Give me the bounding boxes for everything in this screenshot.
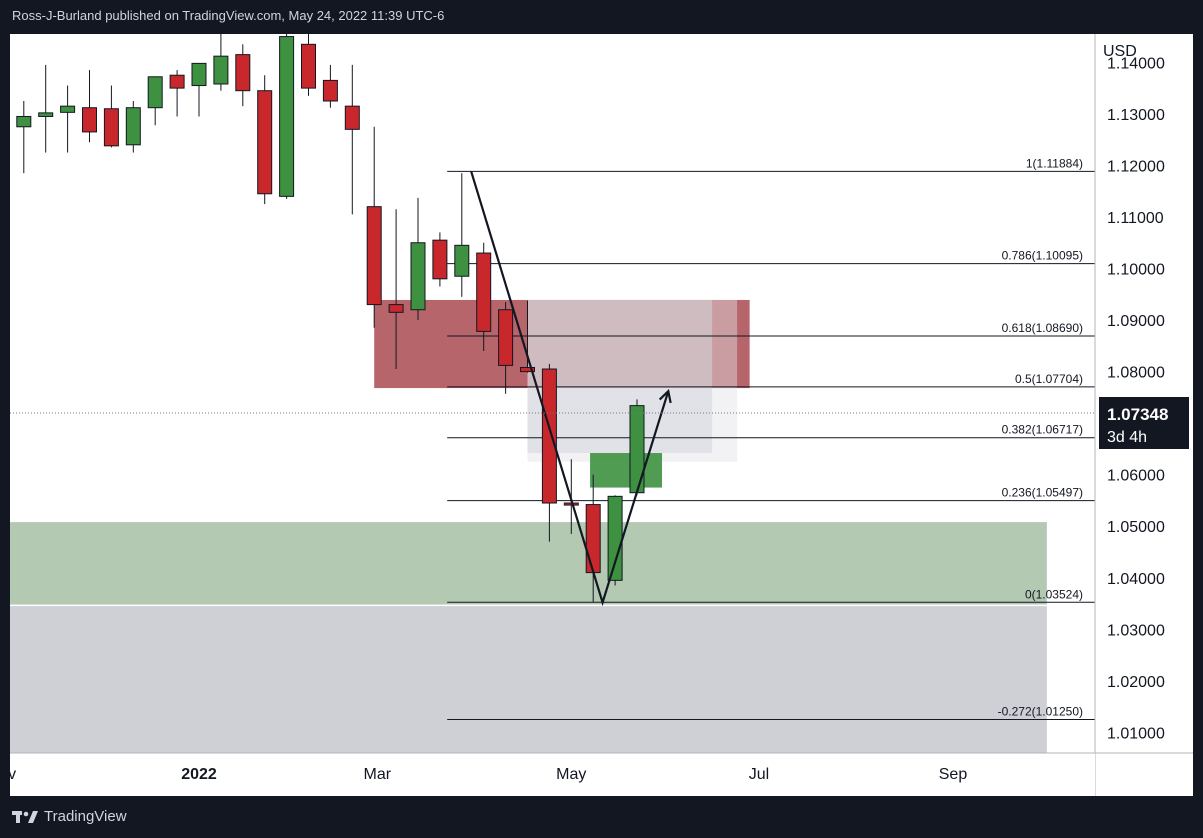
y-tick-label: 1.13000	[1107, 107, 1165, 124]
currency-label: USD	[1103, 43, 1137, 60]
last-price-countdown: 3d 4h	[1107, 429, 1147, 446]
y-tick-label: 1.05000	[1107, 519, 1165, 536]
bear-candle	[541, 368, 557, 504]
bear-candle	[585, 504, 601, 574]
bear-candle	[344, 105, 360, 130]
bear-candle	[498, 309, 514, 366]
last-price-badge	[1099, 397, 1189, 449]
v-path-line	[470, 171, 670, 607]
y-tick-label: 1.12000	[1107, 158, 1165, 175]
bear-candle	[82, 107, 97, 133]
x-tick-label: 2022	[181, 766, 217, 783]
bull-candle	[191, 62, 207, 87]
y-tick-label: 1.09000	[1107, 313, 1165, 330]
last-price-value: 1.07348	[1107, 405, 1168, 424]
drawn-path-layer	[470, 171, 672, 607]
bear-candle	[432, 239, 448, 280]
bull-candle	[607, 495, 623, 581]
fib-label: 1(1.11884)	[1026, 156, 1083, 170]
x-tick-label: May	[556, 766, 586, 783]
bull-candle	[38, 112, 54, 117]
gap-zone-inner	[527, 299, 713, 454]
fib-label: -0.272(1.01250)	[998, 704, 1083, 718]
bull-candle	[147, 76, 163, 109]
time-axis-background	[10, 753, 1095, 796]
bear-candle	[520, 366, 535, 373]
brand-label: TradingView	[44, 808, 127, 825]
y-ticks: 1.14000 1.13000 1.12000 1.11000 1.10000 1.090…	[1107, 55, 1165, 742]
bull-candle	[213, 55, 229, 85]
y-tick-label: 1.14000	[1107, 55, 1165, 72]
chart-frame[interactable]: 1(1.11884) 0.786(1.10095) 0.618(1.08690) 0.…	[0, 13, 1193, 796]
tradingview-logo[interactable]: TradingView	[12, 808, 127, 825]
arrow-head	[658, 388, 672, 404]
fib-label: 0.786(1.10095)	[1002, 249, 1083, 263]
bull-candle	[454, 244, 470, 277]
bull-candle	[60, 105, 76, 113]
price-axis: USD 1.140001.130001.120001.110001.100001…	[1094, 34, 1193, 796]
x-tick-label: Mar	[364, 766, 392, 783]
x-ticks: Nov 2022 Mar May Jul Sep	[0, 766, 968, 783]
x-tick-label: Sep	[939, 766, 968, 783]
bull-candle	[279, 36, 295, 197]
fib-label: 0(1.03524)	[1025, 587, 1083, 601]
candles-layer	[0, 13, 645, 603]
y-tick-label: 1.08000	[1107, 365, 1165, 382]
bear-candle	[235, 54, 251, 92]
demand-box	[590, 453, 663, 488]
bull-candle	[125, 107, 141, 146]
lower-zone	[10, 606, 1047, 753]
y-tick-label: 1.03000	[1107, 622, 1165, 639]
bear-candle	[388, 304, 404, 313]
time-axis: Nov 2022 Mar May Jul Sep	[0, 752, 1193, 796]
fib-label: 0.618(1.08690)	[1002, 321, 1083, 335]
bear-candle	[366, 206, 382, 306]
fibonacci-layer: 1(1.11884) 0.786(1.10095) 0.618(1.08690) 0.…	[447, 156, 1095, 720]
fib-label: 0.382(1.06717)	[1002, 423, 1083, 437]
tradingview-icon	[12, 810, 38, 823]
bear-candle	[257, 90, 273, 195]
publisher-line: Ross-J-Burland published on TradingView.…	[12, 8, 445, 23]
y-tick-label: 1.04000	[1107, 571, 1165, 588]
bear-candle	[169, 74, 185, 89]
bear-candle	[476, 252, 492, 332]
fib-label: 0.236(1.05497)	[1002, 486, 1083, 500]
x-tick-label: Jul	[749, 766, 769, 783]
bull-candle	[16, 115, 32, 128]
bull-candle	[410, 242, 426, 311]
y-tick-label: 1.11000	[1107, 210, 1164, 227]
y-tick-label: 1.01000	[1107, 725, 1165, 742]
x-tick-label: Nov	[10, 766, 16, 783]
y-tick-label: 1.06000	[1107, 468, 1165, 485]
bear-candle	[301, 43, 316, 89]
y-tick-label: 1.10000	[1107, 262, 1165, 279]
support-zone	[10, 522, 1047, 605]
y-tick-label: 1.02000	[1107, 674, 1165, 691]
bear-candle	[322, 79, 338, 102]
fib-label: 0.5(1.07704)	[1015, 372, 1083, 386]
bear-candle	[103, 108, 119, 147]
candlestick-chart[interactable]: 1(1.11884) 0.786(1.10095) 0.618(1.08690) 0.…	[0, 13, 1193, 796]
